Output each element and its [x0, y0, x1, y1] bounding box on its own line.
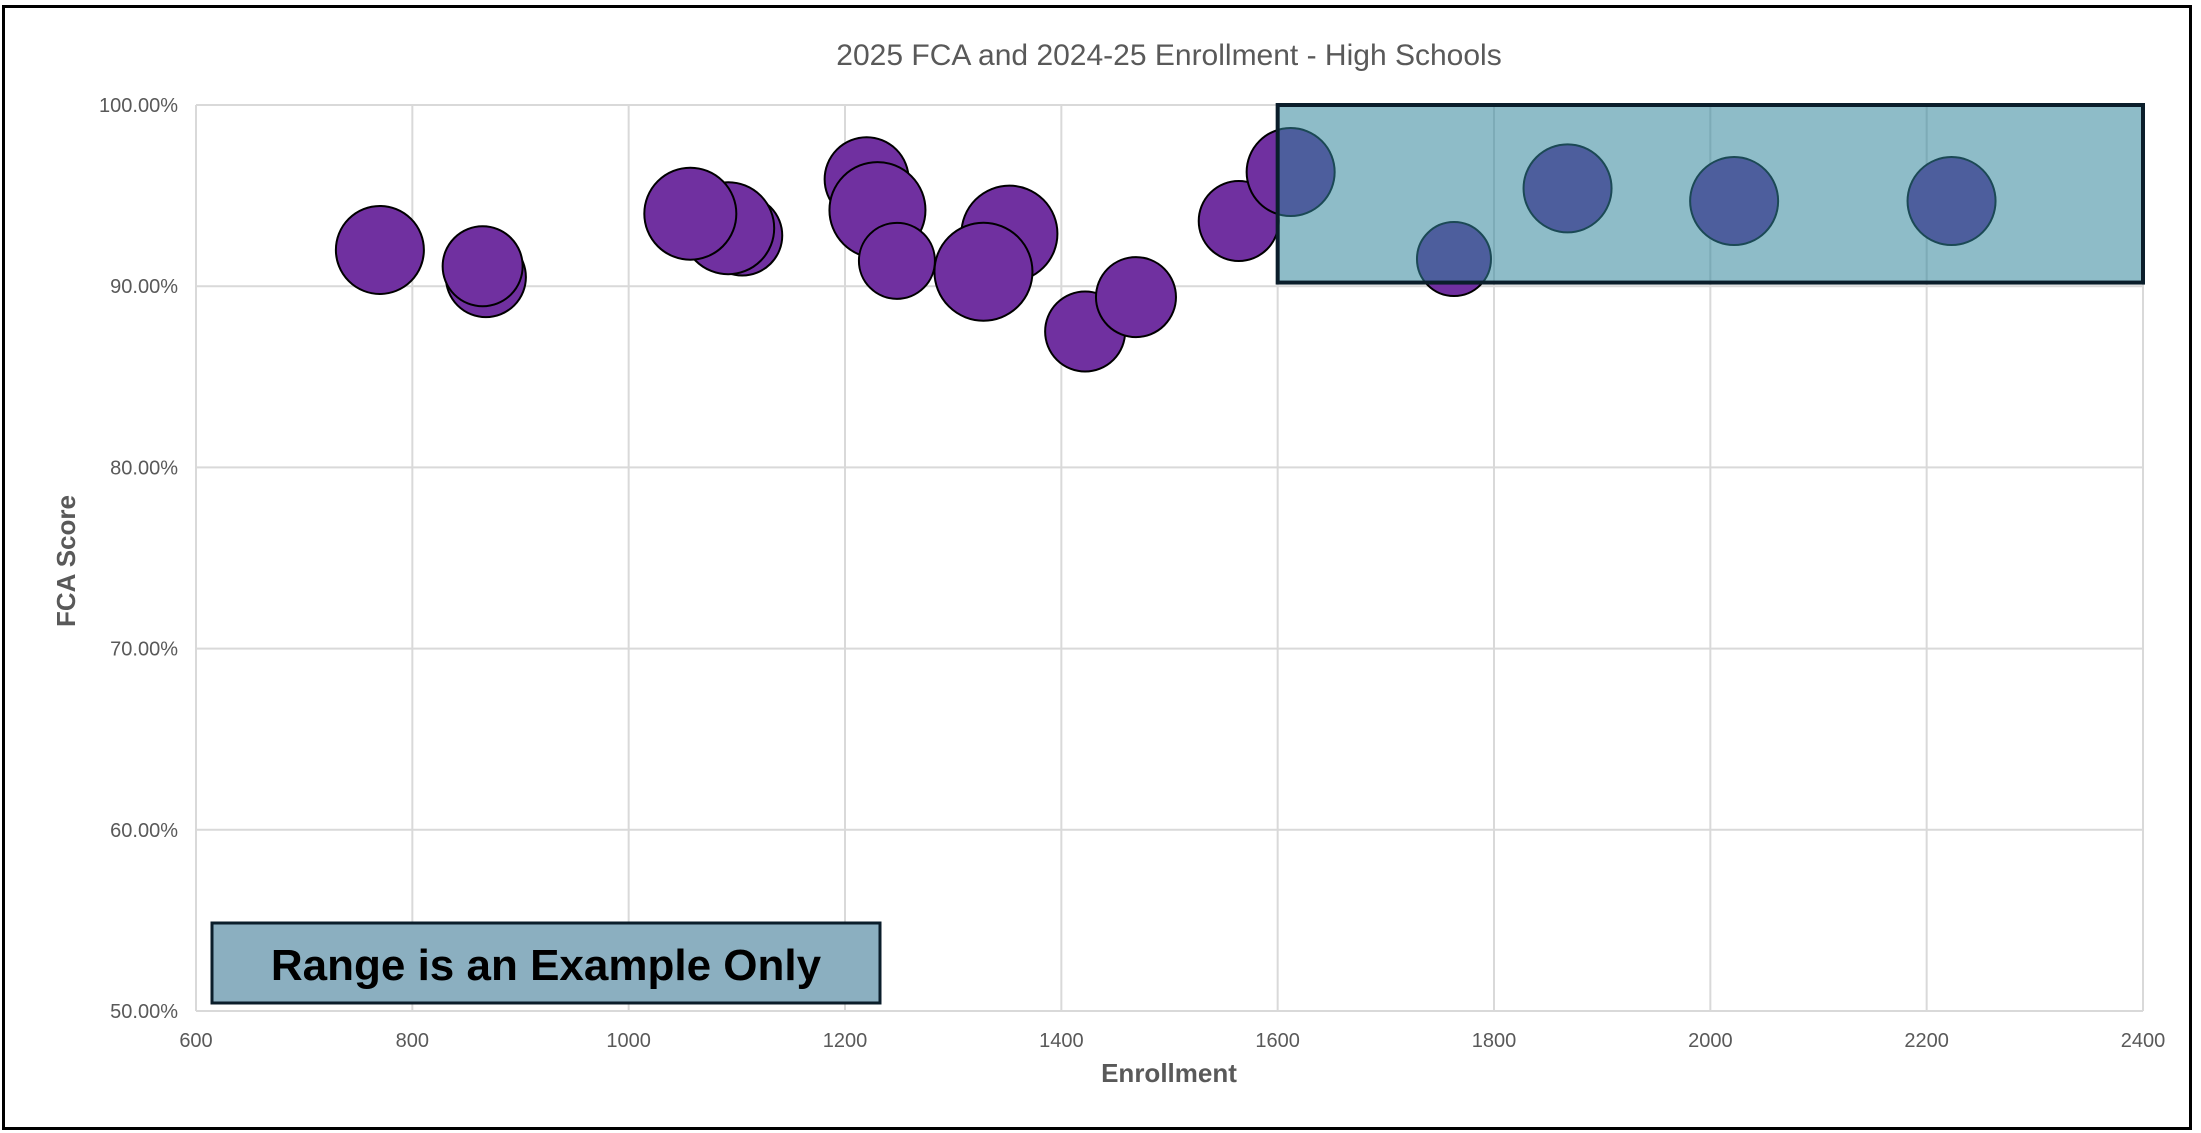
bubble-point	[334, 204, 425, 295]
x-tick-label: 1400	[1039, 1030, 1084, 1052]
x-tick-label: 800	[396, 1030, 429, 1052]
x-tick-label: 1800	[1472, 1030, 1517, 1052]
x-tick-label: 2200	[1904, 1030, 1949, 1052]
y-axis-ticks: 50.00% 60.00% 70.00% 80.00% 90.00% 100.00%	[99, 95, 178, 1023]
x-tick-label: 2000	[1688, 1030, 1733, 1052]
highlight-range-box	[1275, 103, 2145, 285]
y-tick-label: 100.00%	[99, 95, 178, 117]
chart-svg: 2025 FCA and 2024-25 Enrollment - High S…	[51, 39, 2165, 1088]
bubble-point	[441, 225, 524, 308]
annotation-rect	[210, 921, 882, 1005]
bubble-point	[643, 166, 738, 261]
y-tick-label: 80.00%	[110, 457, 178, 479]
bubble-point	[933, 221, 1034, 322]
chart-frame: 2025 FCA and 2024-25 Enrollment - High S…	[2, 5, 2192, 1130]
annotation-text: Range is an Example Only	[271, 941, 822, 990]
x-tick-label: 600	[179, 1030, 212, 1052]
x-tick-label: 2400	[2121, 1030, 2166, 1052]
x-tick-label: 1200	[823, 1030, 868, 1052]
x-axis-title: Enrollment	[1101, 1058, 1237, 1088]
x-tick-label: 1600	[1255, 1030, 1300, 1052]
y-tick-label: 50.00%	[110, 1001, 178, 1023]
y-tick-label: 90.00%	[110, 276, 178, 298]
y-tick-label: 70.00%	[110, 639, 178, 661]
y-tick-label: 60.00%	[110, 820, 178, 842]
chart-title: 2025 FCA and 2024-25 Enrollment - High S…	[836, 39, 1501, 72]
bubble-point	[1094, 256, 1177, 339]
x-axis-ticks: 600 800 1000 1200 1400 1600 1800 2000 2200 2400	[179, 1030, 2165, 1052]
x-tick-label: 1000	[606, 1030, 651, 1052]
y-axis-title: FCA Score	[51, 495, 81, 627]
bubble-point	[857, 221, 936, 300]
annotation-box: Range is an Example Only	[210, 921, 882, 1005]
